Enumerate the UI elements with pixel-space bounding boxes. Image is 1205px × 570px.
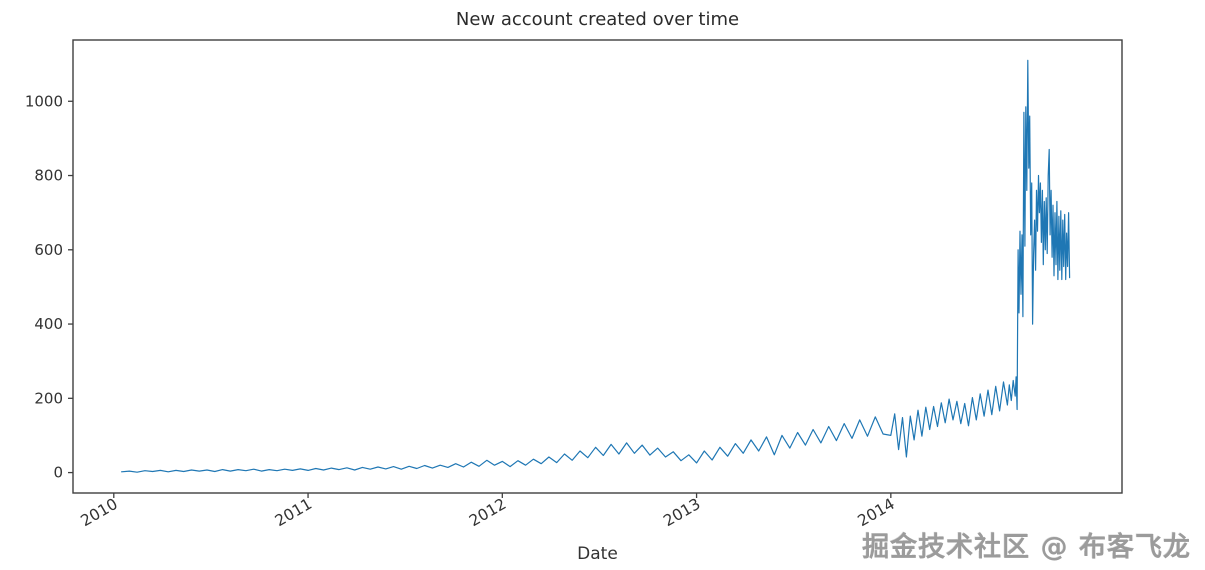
y-tick-label: 200 (34, 389, 63, 407)
y-tick-label: 1000 (25, 92, 63, 110)
plot-frame (72, 39, 1123, 494)
y-tick-label: 600 (34, 241, 63, 259)
y-tick-label: 400 (34, 315, 63, 333)
x-tick-label: 2011 (272, 495, 315, 530)
x-tick-label: 2013 (660, 495, 703, 530)
y-tick-label: 800 (34, 167, 63, 185)
y-tick-label: 0 (53, 464, 63, 482)
data-line (120, 59, 1071, 473)
x-tick-label: 2010 (78, 495, 121, 530)
x-tick-label: 2012 (466, 495, 509, 530)
watermark-text: 掘金技术社区 @ 布客飞龙 (862, 532, 1191, 563)
x-axis-label: Date (577, 544, 618, 564)
chart-title: New account created over time (455, 9, 740, 30)
